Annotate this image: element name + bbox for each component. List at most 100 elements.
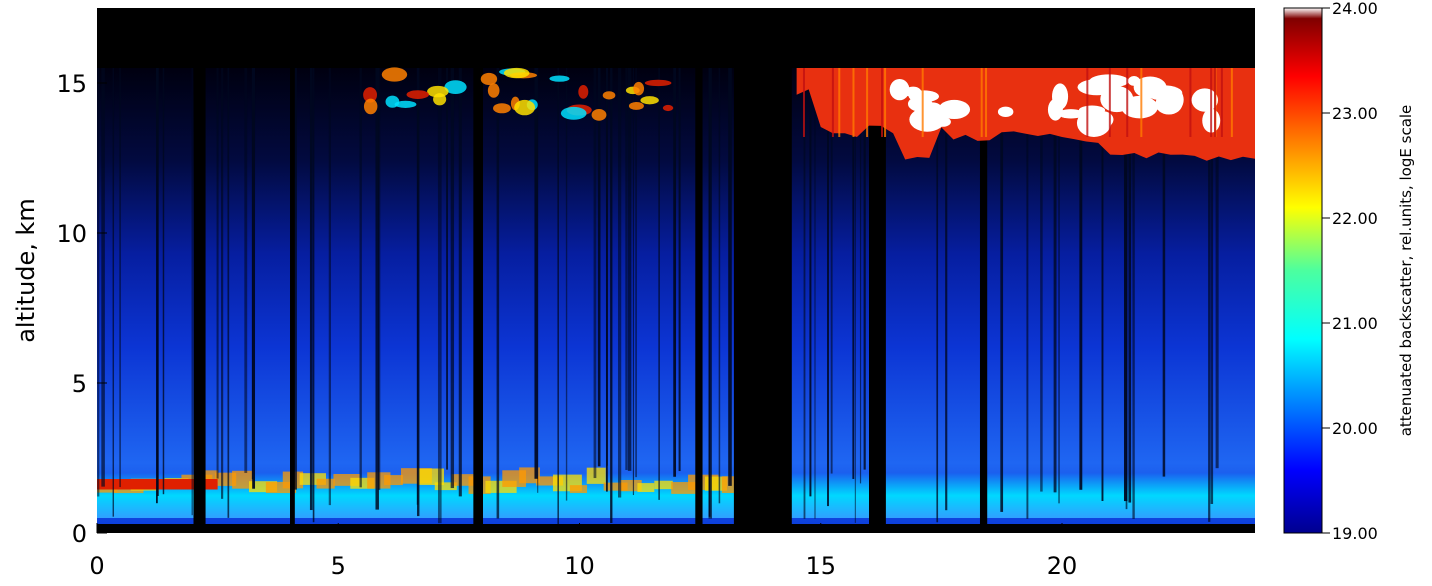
aerosol-hotspot	[434, 482, 457, 491]
signal-dropout	[312, 68, 315, 523]
signal-dropout	[1053, 68, 1057, 493]
signal-dropout	[618, 68, 622, 498]
signal-dropout	[863, 68, 866, 470]
cloud-patch	[363, 87, 377, 103]
aerosol-hotspot	[654, 480, 673, 490]
signal-dropout	[678, 68, 681, 472]
saturation-patch	[1127, 75, 1141, 86]
aerosol-hotspot	[248, 481, 278, 493]
saturation-patch	[1052, 83, 1069, 110]
signal-dropout	[936, 68, 939, 523]
cloud-streak	[1210, 68, 1213, 137]
signal-dropout	[1128, 68, 1132, 503]
cloud-patch	[628, 101, 644, 110]
x-tick-label: 15	[805, 552, 836, 580]
cloud-patch	[662, 104, 674, 112]
cloud-streak	[1230, 68, 1233, 137]
colorbar-tick-label: 19.00	[1332, 524, 1378, 543]
colorbar-tick-label: 21.00	[1332, 314, 1378, 333]
cloud-patch	[406, 90, 430, 99]
saturation-patch	[1121, 95, 1158, 119]
colorbar-tick-label: 24.00	[1332, 0, 1378, 18]
signal-dropout	[1026, 68, 1029, 519]
signal-dropout	[945, 68, 948, 511]
signal-dropout	[112, 68, 115, 517]
aerosol-hotspot	[637, 483, 655, 493]
aerosol-hotspot	[350, 477, 375, 489]
signal-dropout	[191, 68, 193, 516]
y-axis-label: altitude, km	[12, 198, 40, 343]
signal-dropout	[728, 68, 732, 486]
signal-dropout	[632, 68, 635, 496]
signal-dropout	[221, 68, 224, 499]
signal-dropout	[695, 68, 703, 524]
aerosol-hotspot	[232, 470, 253, 489]
signal-dropout	[809, 68, 812, 497]
cloud-patch	[363, 98, 378, 115]
signal-dropout	[852, 68, 855, 479]
cloud-patch	[480, 72, 498, 86]
ground-band	[97, 524, 1255, 533]
aerosol-hotspot	[316, 478, 335, 489]
signal-dropout	[859, 68, 862, 484]
cloud-patch	[640, 96, 659, 105]
cloud-patch	[633, 81, 645, 96]
signal-dropout	[1162, 68, 1166, 477]
saturation-patch	[904, 86, 922, 98]
colorbar-gradient	[1283, 7, 1323, 534]
signal-dropout	[450, 68, 455, 489]
aerosol-hotspot	[536, 476, 564, 486]
signal-dropout	[290, 68, 295, 524]
signal-dropout	[97, 68, 100, 497]
signal-dropout	[708, 68, 712, 519]
signal-dropout	[565, 68, 568, 501]
signal-dropout	[227, 68, 230, 518]
signal-dropout	[1208, 68, 1211, 522]
aerosol-hotspot	[671, 482, 700, 494]
sparse-cloud-patches	[363, 67, 674, 121]
signal-dropout	[803, 68, 806, 519]
cloud-streak	[1108, 68, 1111, 137]
cloud-patch	[394, 100, 417, 108]
cloud-streak	[852, 68, 855, 137]
x-tick-label: 5	[331, 552, 346, 580]
signal-dropout	[496, 68, 500, 519]
cloud-patch	[433, 93, 447, 106]
signal-dropout	[627, 68, 632, 471]
signal-dropout	[378, 68, 381, 490]
signal-dropout	[1079, 68, 1083, 490]
saturation-patch	[997, 106, 1014, 117]
colorbar-ticks: 19.00 20.00 21.00 22.00 23.00 24.00	[1322, 0, 1378, 543]
signal-dropout	[417, 68, 420, 517]
aerosol-hotspot	[265, 481, 297, 494]
aerosol-hotspot	[451, 474, 480, 486]
aerosol-hotspot	[417, 468, 445, 486]
signal-dropout	[1040, 68, 1043, 492]
signal-dropout	[156, 68, 159, 496]
y-tick-label: 15	[56, 70, 87, 98]
signal-dropout	[673, 68, 677, 477]
saturation-patch	[909, 107, 946, 132]
cloud-patch	[381, 67, 408, 82]
cloud-streak	[802, 68, 805, 137]
cloud-streak	[831, 68, 834, 137]
cloud-streak	[980, 68, 983, 137]
signal-dropout	[827, 68, 829, 507]
signal-dropout	[658, 68, 660, 500]
no-signal-interval	[733, 68, 792, 524]
signal-dropout	[610, 68, 613, 523]
signal-dropout	[458, 68, 462, 497]
signal-dropout	[375, 68, 379, 510]
saturation-patch	[1168, 88, 1181, 101]
cloud-patch	[493, 103, 511, 114]
signal-dropout	[119, 68, 121, 488]
signal-dropout	[309, 68, 313, 511]
signal-dropout	[635, 68, 637, 478]
cloud-patch	[644, 79, 672, 87]
y-axis: 0 5 10 15	[56, 70, 107, 548]
x-tick-label: 0	[89, 552, 104, 580]
saturation-patch	[1092, 111, 1114, 128]
cloud-streak	[866, 68, 869, 137]
cloud-streak	[921, 68, 924, 137]
